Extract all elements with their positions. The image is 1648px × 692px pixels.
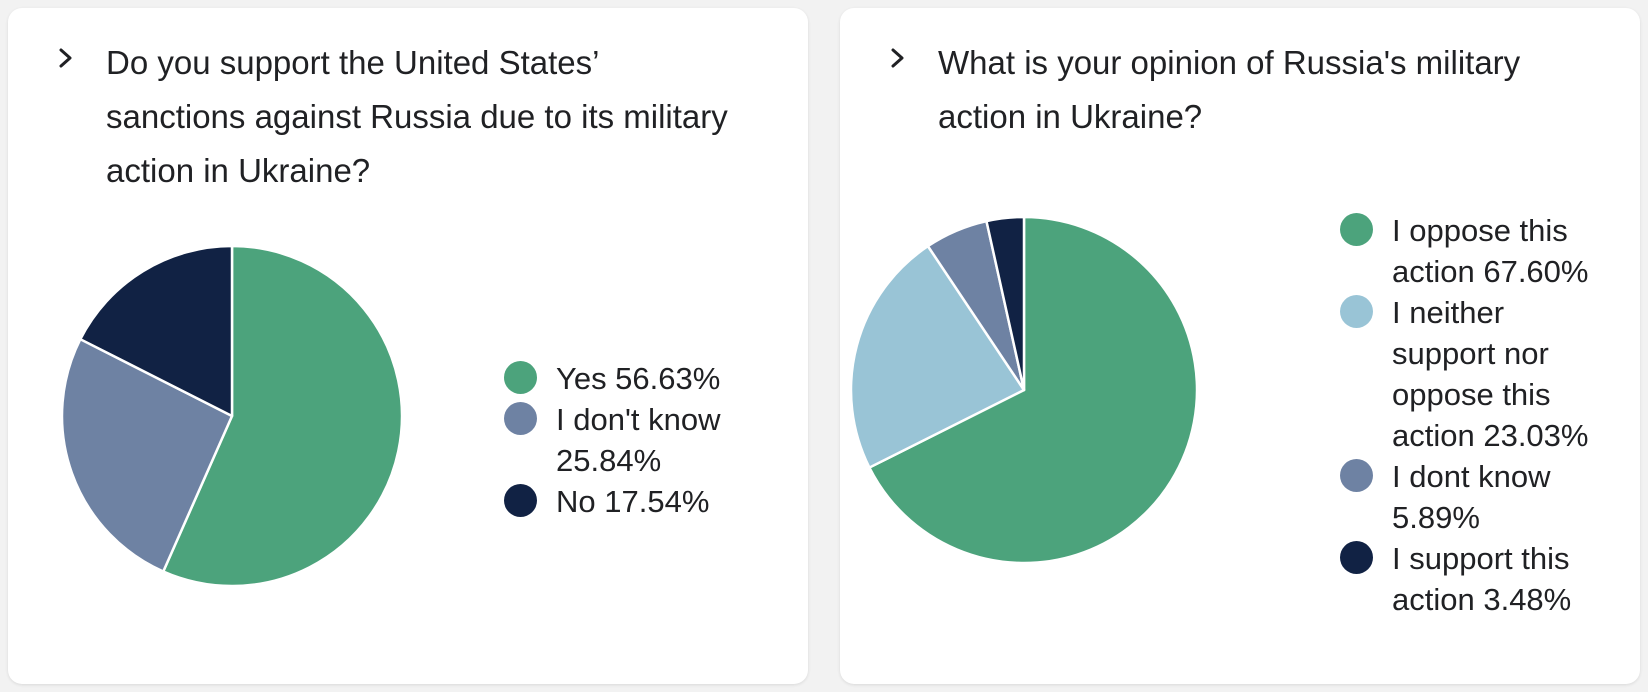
pie-slice-i-don-t-know-25-84 (60, 337, 234, 573)
pie-slice-no-17-54 (79, 244, 234, 418)
legend-swatch (504, 402, 537, 435)
legend-swatch (504, 484, 537, 517)
legend-label: I neither support nor oppose this action… (1392, 295, 1589, 453)
poll-card-sanctions: Do you support the United States’ sancti… (8, 8, 808, 684)
legend-item: I don't know 25.84% (504, 399, 784, 481)
legend-swatch (1340, 541, 1373, 574)
pie-slice-i-neither-support-nor-oppose-this-action-23-03 (849, 244, 1026, 469)
legend-label: No 17.54% (556, 484, 710, 519)
chart-legend: I oppose this action 67.60% I neither sup… (1340, 210, 1610, 620)
chevron-right-icon[interactable] (884, 44, 912, 72)
legend-swatch (1340, 213, 1373, 246)
pie-chart (60, 244, 404, 588)
legend-label: I dont know 5.89% (1392, 459, 1551, 535)
legend-item: I dont know 5.89% (1340, 456, 1610, 538)
chart-legend: Yes 56.63% I don't know 25.84% No 17.54% (504, 358, 784, 522)
legend-item: I neither support nor oppose this action… (1340, 292, 1610, 456)
legend-label: I support this action 3.48% (1392, 541, 1572, 617)
legend-item: I oppose this action 67.60% (1340, 210, 1610, 292)
chart-title: What is your opinion of Russia's militar… (938, 44, 1521, 135)
pie-slice-i-oppose-this-action-67-60 (868, 215, 1199, 565)
pie-slice-yes-56-63 (162, 244, 404, 588)
legend-item: Yes 56.63% (504, 358, 784, 399)
poll-card-opinion: What is your opinion of Russia's militar… (840, 8, 1640, 684)
legend-label: I don't know 25.84% (556, 402, 721, 478)
legend-label: I oppose this action 67.60% (1392, 213, 1589, 289)
legend-swatch (1340, 295, 1373, 328)
chart-title: Do you support the United States’ sancti… (106, 44, 728, 189)
pie-slice-i-support-this-action-3-48 (985, 215, 1026, 392)
legend-item: I support this action 3.48% (1340, 538, 1610, 620)
pie-chart (849, 215, 1199, 565)
legend-label: Yes 56.63% (556, 361, 721, 396)
legend-item: No 17.54% (504, 481, 784, 522)
legend-swatch (504, 361, 537, 394)
legend-swatch (1340, 459, 1373, 492)
chevron-right-icon[interactable] (52, 44, 80, 72)
